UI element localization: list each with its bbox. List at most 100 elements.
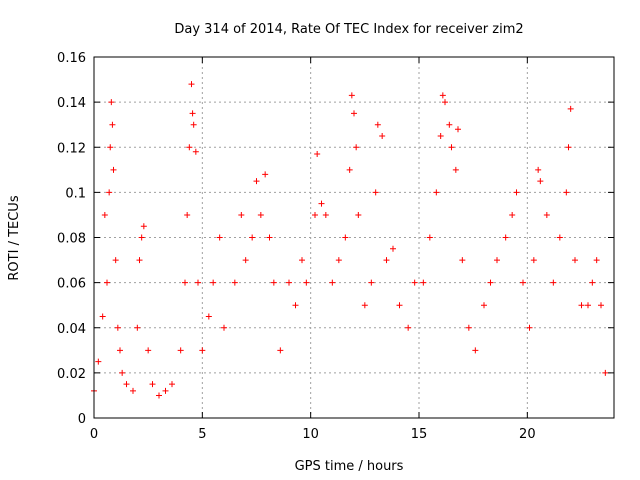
data-point: [238, 211, 245, 218]
x-tick-label: 5: [198, 427, 206, 442]
data-point: [299, 257, 305, 264]
data-point: [95, 358, 102, 365]
data-point: [109, 121, 116, 128]
data-point: [145, 347, 152, 354]
data-point: [550, 279, 557, 286]
data-point: [257, 211, 264, 218]
data-point: [249, 234, 256, 241]
data-point: [589, 279, 596, 286]
y-axis-label: ROTI / TECUs: [7, 195, 22, 280]
data-point: [509, 211, 516, 218]
data-point: [329, 279, 336, 286]
data-point: [119, 369, 126, 376]
data-point: [530, 257, 537, 264]
y-tick-label: 0: [78, 412, 86, 427]
data-point: [361, 302, 368, 309]
data-point: [188, 81, 195, 88]
data-point: [593, 257, 600, 264]
data-point: [186, 144, 193, 151]
data-point: [104, 279, 110, 286]
data-point: [99, 313, 106, 320]
data-point: [286, 279, 292, 286]
data-point: [149, 381, 156, 388]
data-point: [205, 313, 212, 320]
data-point: [481, 302, 487, 309]
data-point: [353, 144, 360, 151]
data-point: [426, 234, 433, 241]
data-point: [455, 126, 461, 133]
data-point: [101, 211, 108, 218]
data-point: [465, 324, 472, 331]
x-axis-label: GPS time / hours: [295, 459, 404, 474]
data-point: [303, 279, 310, 286]
data-point: [106, 189, 113, 196]
data-point: [134, 324, 141, 331]
data-point: [405, 324, 412, 331]
data-point: [117, 347, 123, 354]
data-point: [351, 110, 357, 117]
data-point: [123, 381, 130, 388]
data-point: [494, 257, 500, 264]
data-point: [322, 211, 329, 218]
data-point: [374, 121, 381, 128]
data-point: [446, 121, 453, 128]
y-tick-label: 0.1: [65, 186, 86, 201]
data-point: [140, 223, 147, 230]
data-point: [572, 257, 578, 264]
data-point: [199, 347, 206, 354]
x-tick-label: 10: [302, 427, 319, 442]
data-point: [231, 279, 238, 286]
data-point: [513, 189, 520, 196]
data-point: [184, 211, 191, 218]
data-point: [266, 234, 273, 241]
data-point: [565, 144, 572, 151]
data-point: [526, 324, 533, 331]
data-point: [253, 178, 260, 185]
data-point: [556, 234, 563, 241]
x-tick-label: 0: [90, 427, 98, 442]
data-point: [543, 211, 550, 218]
data-point: [277, 347, 284, 354]
data-point: [535, 166, 542, 173]
data-point: [114, 324, 121, 331]
data-point: [110, 166, 117, 173]
y-tick-label: 0.08: [57, 232, 86, 247]
y-tick-label: 0.02: [57, 367, 86, 382]
data-point: [433, 189, 440, 196]
data-point: [270, 279, 277, 286]
data-point: [537, 178, 544, 185]
data-point: [442, 99, 448, 106]
data-point: [502, 234, 509, 241]
data-point: [292, 302, 299, 309]
axis-ticks: 0 5 10 15 20 0 0.02 0.04 0.06 0.08 0.1 0.12 0.14 0.16: [57, 51, 614, 442]
data-point: [108, 99, 115, 106]
data-point: [192, 148, 199, 155]
data-point: [379, 132, 386, 139]
data-point: [459, 257, 466, 264]
data-point: [242, 257, 249, 264]
data-point: [420, 279, 427, 286]
data-point: [439, 92, 446, 99]
chart-title: Day 314 of 2014, Rate Of TEC Index for r…: [174, 22, 523, 37]
x-tick-label: 20: [519, 427, 536, 442]
data-point: [221, 324, 227, 331]
y-tick-label: 0.12: [57, 141, 86, 156]
data-point: [169, 381, 175, 388]
data-point: [520, 279, 526, 286]
data-point: [262, 171, 269, 178]
data-point: [452, 166, 459, 173]
data-point: [368, 279, 375, 286]
data-point: [567, 105, 574, 112]
data-point: [335, 257, 342, 264]
data-point: [487, 279, 494, 286]
data-point: [314, 151, 321, 158]
data-point: [578, 302, 585, 309]
grid: [94, 57, 614, 418]
data-point: [318, 200, 325, 207]
data-point: [346, 166, 353, 173]
data-points: [91, 81, 609, 399]
data-point: [130, 387, 136, 394]
y-tick-label: 0.16: [57, 51, 86, 66]
data-point: [216, 234, 223, 241]
